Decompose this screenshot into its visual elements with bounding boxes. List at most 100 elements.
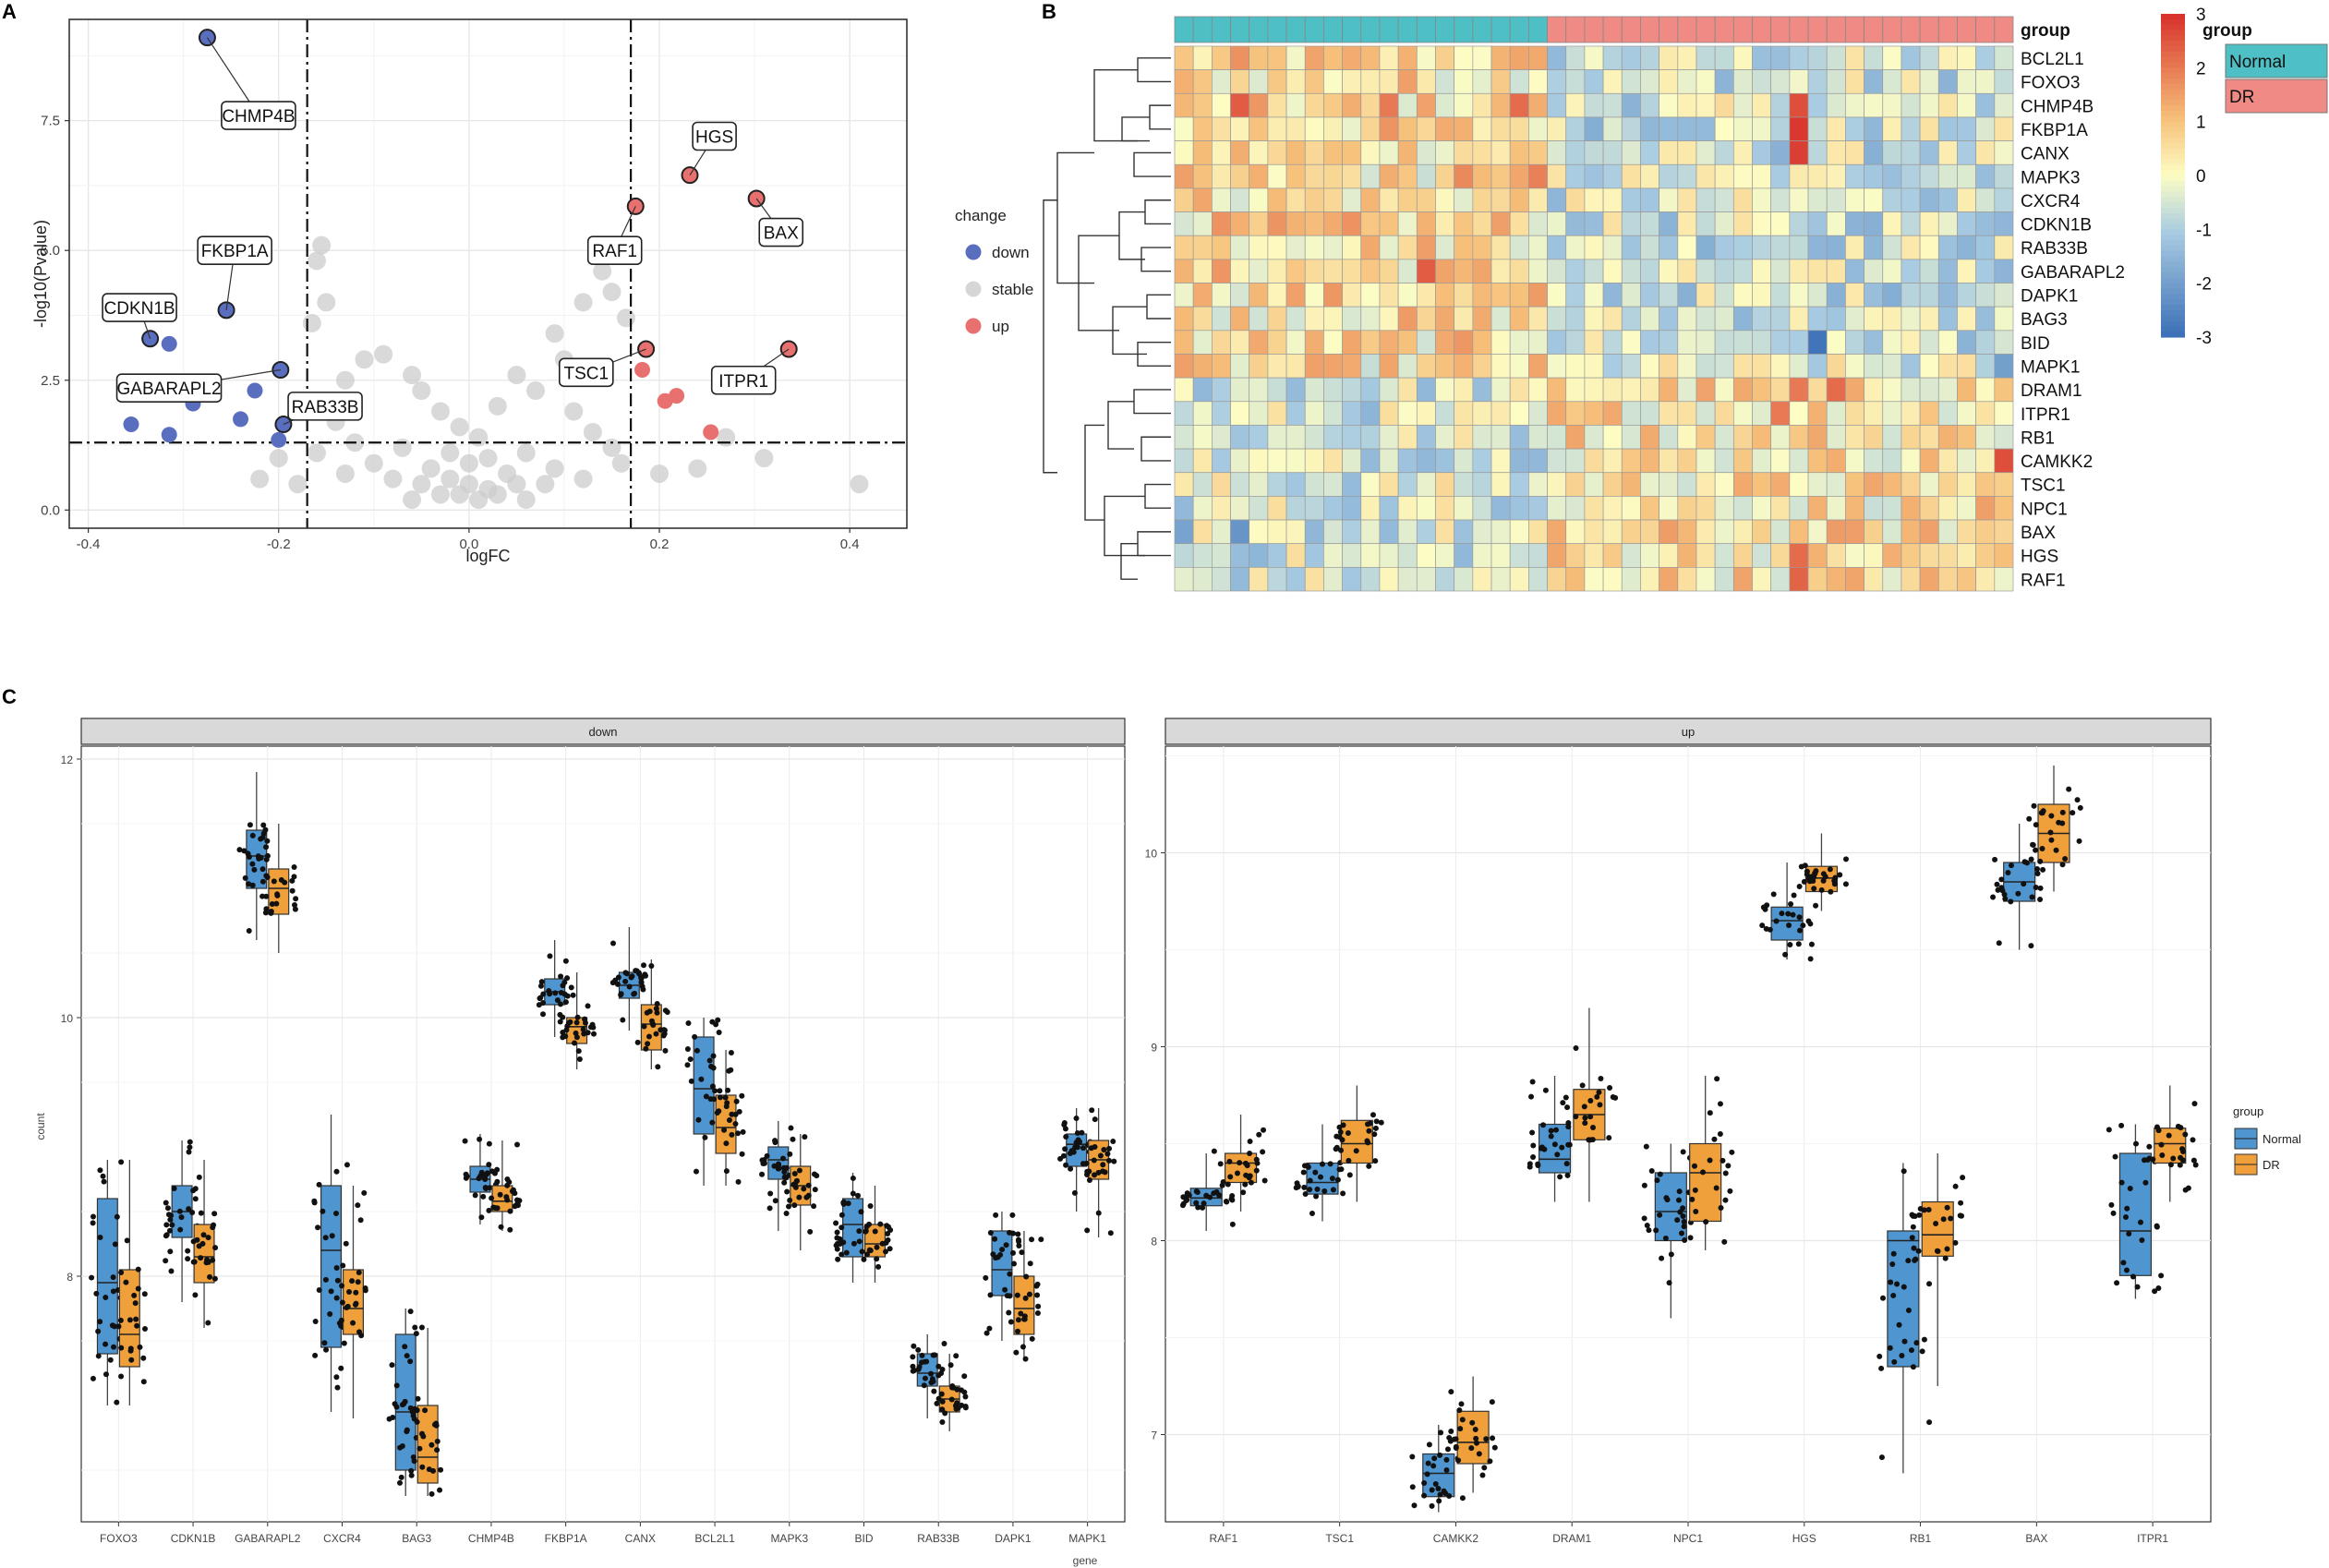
data-point (168, 1268, 175, 1274)
heatmap-cell (1323, 92, 1343, 118)
heatmap-cell (1397, 519, 1418, 545)
data-point (928, 1370, 935, 1377)
heatmap-cell (1509, 283, 1529, 308)
heatmap-cell (1397, 187, 1418, 212)
data-point (333, 1211, 340, 1217)
heatmap-cell (1192, 140, 1213, 165)
x-tick-label: DAPK1 (995, 1532, 1032, 1545)
data-point (101, 1178, 107, 1185)
heatmap-cell (1807, 116, 1828, 141)
row-label: TSC1 (2021, 476, 2066, 496)
data-point (411, 1458, 417, 1465)
data-point (103, 1294, 109, 1300)
heatmap-cell (1174, 377, 1194, 403)
heatmap-cell (1267, 401, 1287, 426)
annotation-cell (1845, 16, 1864, 43)
heatmap-cell (1659, 259, 1679, 283)
data-point (1680, 1205, 1686, 1212)
heatmap-cell (1435, 163, 1455, 189)
data-point (1659, 1255, 1665, 1261)
data-point (884, 1223, 890, 1229)
data-point (1952, 1239, 1959, 1246)
data-point (322, 1235, 329, 1241)
heatmap-cell (1285, 283, 1306, 308)
data-point (557, 1011, 563, 1018)
heatmap-cell (1379, 140, 1399, 165)
heatmap-cell (1435, 306, 1455, 332)
data-point (2158, 1272, 2165, 1279)
heatmap-cell (1285, 354, 1306, 379)
heatmap-cell (1882, 448, 1902, 474)
data-point (401, 1401, 407, 1407)
heatmap-cell (1360, 69, 1381, 94)
facet-strip (80, 718, 1126, 745)
point-stable (288, 475, 308, 494)
heatmap-cell (1602, 45, 1623, 71)
heatmap-cell (1454, 306, 1474, 332)
heatmap-cell (1454, 163, 1474, 189)
data-point (614, 981, 621, 987)
heatmap-cell (1360, 448, 1381, 474)
point-stable (355, 350, 374, 369)
color-scale-step (2161, 250, 2185, 258)
data-point (1489, 1399, 1495, 1405)
heatmap-cell (1882, 45, 1902, 71)
heatmap-cell (1752, 306, 1772, 332)
heatmap-cell (1342, 519, 1362, 545)
x-tick-label: DRAM1 (1552, 1532, 1591, 1545)
heatmap-cell (1602, 566, 1623, 592)
heatmap-cell (1826, 425, 1846, 450)
row-label: BID (2021, 334, 2050, 354)
heatmap-cell (1845, 116, 1864, 141)
data-point (1309, 1211, 1315, 1217)
heatmap-cell (1435, 519, 1455, 545)
x-tick-label: CAMKK2 (1433, 1532, 1479, 1545)
data-point (684, 1062, 691, 1068)
heatmap-cell (1882, 92, 1902, 118)
data-point (872, 1228, 878, 1235)
data-point (472, 1192, 478, 1199)
heatmap-cell (1490, 259, 1511, 283)
heatmap-cell (1826, 496, 1846, 521)
data-point (404, 1429, 410, 1435)
point-stable (611, 453, 631, 473)
data-point (787, 1151, 793, 1157)
data-point (783, 1210, 790, 1216)
heatmap-cell (1732, 306, 1753, 332)
data-point (1800, 923, 1806, 929)
data-point (196, 1174, 202, 1180)
data-point (953, 1405, 959, 1412)
heatmap-cell (1770, 519, 1791, 545)
data-point (2177, 1162, 2183, 1168)
heatmap-cell (1212, 259, 1231, 283)
heatmap-cell (1602, 69, 1623, 94)
heatmap-cell (1304, 330, 1324, 355)
heatmap-cell (1435, 354, 1455, 379)
heatmap-cell (1640, 448, 1659, 474)
data-point (561, 991, 568, 997)
heatmap-cell (1770, 306, 1791, 332)
data-point (407, 1405, 414, 1411)
annotation-cell (1640, 16, 1660, 43)
data-point (1459, 1417, 1466, 1423)
data-point (1801, 878, 1807, 885)
heatmap-cell (1901, 401, 1921, 426)
heatmap-cell (1864, 448, 1884, 474)
heatmap-cell (1752, 140, 1772, 165)
point-stable (450, 485, 469, 504)
heatmap-cell (1789, 566, 1809, 592)
data-point (111, 1323, 117, 1330)
data-point (327, 1310, 333, 1317)
heatmap-cell (1695, 401, 1716, 426)
color-scale-step (2161, 138, 2185, 144)
data-point (1336, 1166, 1343, 1173)
color-scale-step (2161, 56, 2185, 64)
data-point (1909, 1235, 1915, 1241)
data-point (97, 1167, 103, 1174)
heatmap-cell (1752, 354, 1772, 379)
data-point (263, 856, 270, 862)
data-point (247, 822, 253, 828)
heatmap-cell (1901, 543, 1921, 568)
heatmap-cell (1957, 543, 1976, 568)
